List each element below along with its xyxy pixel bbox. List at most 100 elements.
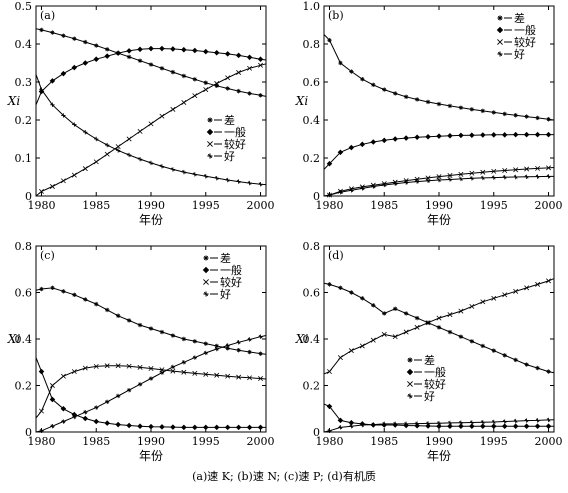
data-point — [126, 48, 132, 54]
data-point — [327, 282, 332, 287]
legend-label: 差 — [514, 11, 525, 25]
data-point — [436, 423, 442, 429]
data-point — [258, 182, 263, 187]
series-line — [35, 335, 267, 433]
data-point — [502, 111, 507, 117]
data-point — [170, 368, 176, 374]
series-4 — [35, 334, 267, 434]
legend-label: 差 — [224, 113, 235, 127]
data-point — [381, 331, 387, 337]
data-point — [83, 297, 88, 302]
data-point — [214, 372, 220, 378]
data-point — [137, 322, 143, 328]
data-point — [348, 144, 355, 151]
x-tick-label: 1990 — [137, 199, 165, 212]
data-point — [170, 69, 176, 75]
data-point — [524, 285, 530, 291]
data-point — [545, 131, 552, 138]
series-1 — [35, 27, 267, 98]
data-point — [403, 135, 409, 141]
data-point — [491, 348, 496, 353]
data-point — [159, 164, 165, 169]
data-point — [38, 408, 44, 414]
y-tick-label: 1.0 — [303, 0, 321, 13]
data-point — [115, 313, 121, 318]
data-point — [104, 363, 110, 369]
legend-marker — [207, 117, 213, 123]
data-point — [159, 113, 165, 119]
panel-label: (a) — [40, 9, 55, 22]
data-point — [512, 423, 519, 429]
data-point — [447, 423, 453, 429]
data-point — [535, 165, 541, 171]
data-point — [360, 186, 365, 191]
data-point — [382, 421, 387, 427]
chart-panel-4: 1980 1985 1990 1995 2000 0 0.2 0.4 0.6 0.8 年份 Xi (d)… — [295, 240, 563, 463]
data-point — [94, 405, 99, 410]
data-point — [202, 48, 209, 55]
data-point — [447, 172, 453, 178]
data-point — [192, 77, 198, 82]
data-point — [326, 369, 332, 375]
data-point — [480, 169, 486, 175]
data-point — [71, 369, 77, 375]
y-axis-label: Xi — [295, 332, 309, 346]
data-point — [38, 368, 45, 375]
data-point — [159, 66, 165, 71]
data-point — [93, 363, 99, 369]
y-tick-label: 0.6 — [15, 287, 33, 300]
data-point — [502, 168, 508, 174]
x-tick-label: 1990 — [425, 435, 453, 448]
data-point — [49, 396, 56, 403]
plot-frame — [35, 5, 267, 197]
data-point — [148, 121, 154, 127]
y-tick-label: 0.2 — [303, 152, 321, 165]
data-point — [39, 27, 44, 33]
data-point — [502, 174, 507, 180]
data-point — [159, 45, 165, 52]
data-point — [469, 107, 475, 112]
series-line — [35, 48, 267, 105]
y-tick-label: 0.8 — [15, 240, 33, 253]
data-point — [94, 301, 99, 307]
legend-marker — [202, 266, 210, 274]
data-point — [349, 69, 354, 74]
data-point — [338, 60, 343, 66]
data-point — [170, 364, 176, 370]
data-point — [546, 417, 551, 423]
data-point — [60, 70, 67, 77]
data-point — [523, 423, 530, 429]
data-point — [359, 141, 366, 148]
data-point — [258, 62, 264, 68]
y-tick-label: 0.6 — [303, 287, 321, 300]
data-point — [524, 166, 530, 172]
data-point — [94, 43, 99, 48]
data-point — [170, 46, 176, 52]
data-point — [170, 106, 176, 112]
data-point — [458, 176, 464, 182]
series-3 — [35, 62, 267, 197]
data-point — [181, 169, 187, 175]
data-point — [382, 182, 387, 188]
legend-marker — [496, 26, 504, 34]
data-point — [338, 425, 343, 430]
data-point — [181, 73, 187, 79]
data-point — [115, 393, 121, 399]
data-point — [225, 75, 231, 81]
data-point — [480, 299, 486, 305]
data-point — [491, 295, 497, 301]
data-point — [104, 47, 110, 52]
data-point — [480, 420, 486, 425]
data-point — [83, 39, 88, 45]
series-line — [323, 134, 554, 170]
y-tick-label: 0 — [25, 426, 32, 439]
data-point — [469, 423, 475, 429]
data-point — [137, 58, 143, 63]
data-point — [192, 355, 198, 360]
data-point — [327, 192, 332, 198]
data-point — [137, 423, 143, 429]
legend-marker — [497, 15, 503, 21]
